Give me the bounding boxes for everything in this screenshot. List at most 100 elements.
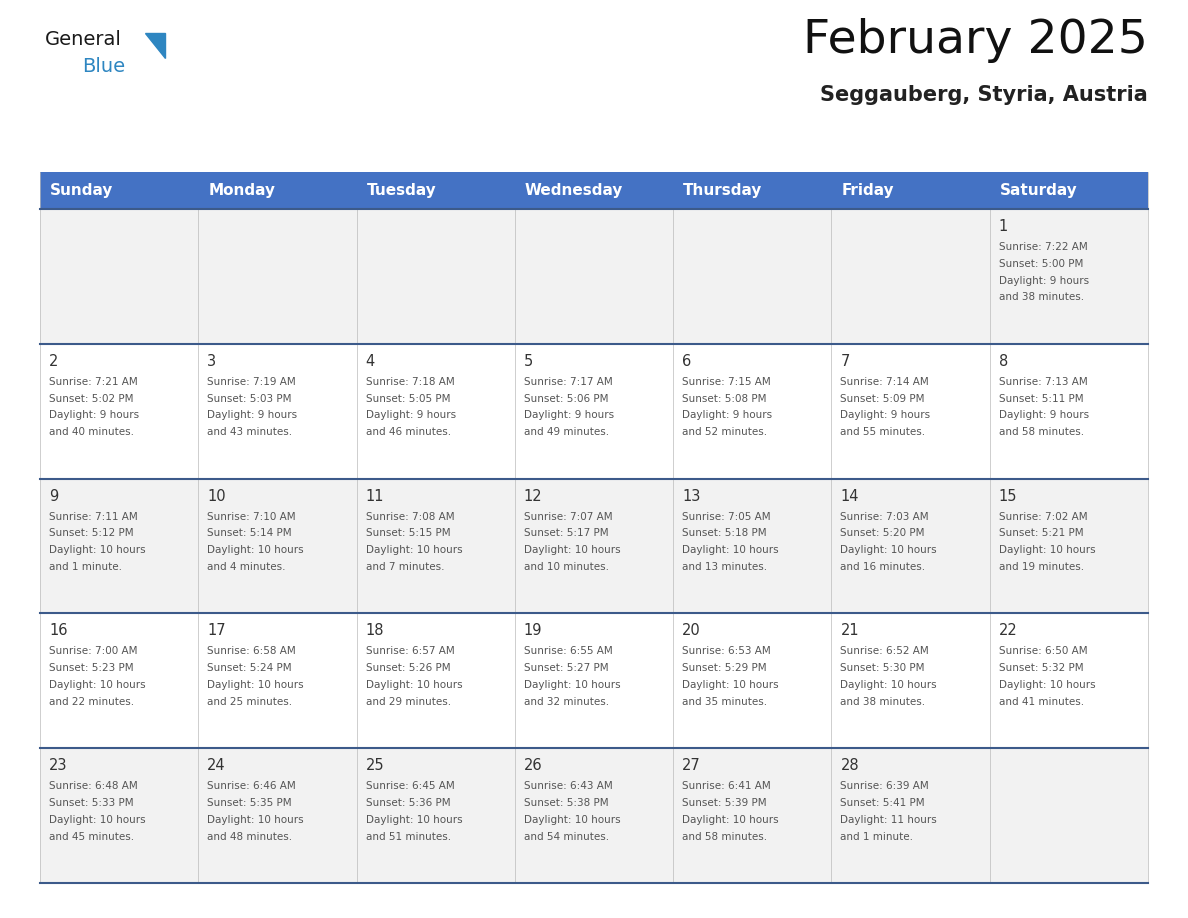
Text: Sunrise: 6:50 AM: Sunrise: 6:50 AM [999,646,1087,656]
Text: Sunday: Sunday [50,183,113,198]
Polygon shape [145,33,165,58]
Text: Sunrise: 7:02 AM: Sunrise: 7:02 AM [999,511,1087,521]
Text: Sunrise: 7:19 AM: Sunrise: 7:19 AM [207,376,296,386]
Text: Sunrise: 6:53 AM: Sunrise: 6:53 AM [682,646,771,656]
Text: Sunset: 5:20 PM: Sunset: 5:20 PM [840,529,925,538]
Text: Daylight: 10 hours: Daylight: 10 hours [366,815,462,824]
Text: Sunrise: 6:41 AM: Sunrise: 6:41 AM [682,781,771,791]
Text: 14: 14 [840,488,859,504]
Text: and 13 minutes.: and 13 minutes. [682,562,767,572]
Text: Daylight: 9 hours: Daylight: 9 hours [207,410,297,420]
Text: 18: 18 [366,623,384,638]
Text: Daylight: 10 hours: Daylight: 10 hours [840,545,937,555]
Text: Sunrise: 7:17 AM: Sunrise: 7:17 AM [524,376,613,386]
Text: Daylight: 11 hours: Daylight: 11 hours [840,815,937,824]
Text: Sunset: 5:26 PM: Sunset: 5:26 PM [366,663,450,673]
Text: Wednesday: Wednesday [525,183,624,198]
Text: Sunrise: 7:15 AM: Sunrise: 7:15 AM [682,376,771,386]
Text: 22: 22 [999,623,1017,638]
Text: Thursday: Thursday [683,183,763,198]
Text: Sunrise: 6:43 AM: Sunrise: 6:43 AM [524,781,613,791]
Bar [40,748,1148,883]
Text: Daylight: 10 hours: Daylight: 10 hours [840,680,937,690]
Text: 8: 8 [999,353,1007,369]
Text: and 45 minutes.: and 45 minutes. [49,832,134,842]
Text: Daylight: 9 hours: Daylight: 9 hours [840,410,930,420]
Text: and 25 minutes.: and 25 minutes. [207,697,292,707]
Text: Sunset: 5:08 PM: Sunset: 5:08 PM [682,394,766,404]
Text: Sunset: 5:23 PM: Sunset: 5:23 PM [49,663,133,673]
Text: Sunrise: 6:45 AM: Sunrise: 6:45 AM [366,781,454,791]
Text: Daylight: 10 hours: Daylight: 10 hours [49,680,146,690]
Text: 23: 23 [49,758,68,773]
Text: and 43 minutes.: and 43 minutes. [207,427,292,437]
Text: Daylight: 10 hours: Daylight: 10 hours [682,680,779,690]
Text: Sunrise: 7:18 AM: Sunrise: 7:18 AM [366,376,454,386]
Bar [40,613,1148,748]
Text: Sunrise: 6:58 AM: Sunrise: 6:58 AM [207,646,296,656]
Text: and 19 minutes.: and 19 minutes. [999,562,1083,572]
Text: and 1 minute.: and 1 minute. [840,832,914,842]
Text: Daylight: 10 hours: Daylight: 10 hours [49,815,146,824]
Text: Sunset: 5:17 PM: Sunset: 5:17 PM [524,529,608,538]
Text: and 38 minutes.: and 38 minutes. [999,293,1083,302]
Text: and 1 minute.: and 1 minute. [49,562,122,572]
Text: Sunset: 5:21 PM: Sunset: 5:21 PM [999,529,1083,538]
Bar [40,209,1148,344]
Text: Sunset: 5:14 PM: Sunset: 5:14 PM [207,529,292,538]
Text: 26: 26 [524,758,543,773]
Text: Tuesday: Tuesday [367,183,436,198]
Text: Sunset: 5:03 PM: Sunset: 5:03 PM [207,394,292,404]
Text: Sunrise: 7:22 AM: Sunrise: 7:22 AM [999,242,1087,252]
Text: 7: 7 [840,353,849,369]
Text: Monday: Monday [208,183,276,198]
Text: Daylight: 10 hours: Daylight: 10 hours [207,815,304,824]
Text: Daylight: 10 hours: Daylight: 10 hours [999,680,1095,690]
Text: Sunset: 5:33 PM: Sunset: 5:33 PM [49,798,133,808]
Text: Sunrise: 7:07 AM: Sunrise: 7:07 AM [524,511,613,521]
Text: Sunrise: 7:21 AM: Sunrise: 7:21 AM [49,376,138,386]
Text: Daylight: 10 hours: Daylight: 10 hours [49,545,146,555]
Text: Sunset: 5:36 PM: Sunset: 5:36 PM [366,798,450,808]
Text: Daylight: 9 hours: Daylight: 9 hours [49,410,139,420]
Text: Daylight: 10 hours: Daylight: 10 hours [682,545,779,555]
Text: 11: 11 [366,488,384,504]
Text: Sunset: 5:00 PM: Sunset: 5:00 PM [999,259,1083,269]
Text: Sunrise: 6:52 AM: Sunrise: 6:52 AM [840,646,929,656]
Text: 13: 13 [682,488,701,504]
Bar [40,478,1148,613]
Text: Sunset: 5:29 PM: Sunset: 5:29 PM [682,663,766,673]
Text: and 46 minutes.: and 46 minutes. [366,427,450,437]
Text: 27: 27 [682,758,701,773]
Text: Daylight: 9 hours: Daylight: 9 hours [999,410,1089,420]
Text: and 35 minutes.: and 35 minutes. [682,697,767,707]
Text: Daylight: 9 hours: Daylight: 9 hours [682,410,772,420]
Text: 19: 19 [524,623,543,638]
Text: 28: 28 [840,758,859,773]
Text: 9: 9 [49,488,58,504]
Text: and 10 minutes.: and 10 minutes. [524,562,609,572]
Text: 16: 16 [49,623,68,638]
Text: and 51 minutes.: and 51 minutes. [366,832,450,842]
Text: Blue: Blue [82,57,125,76]
Text: 20: 20 [682,623,701,638]
Text: 4: 4 [366,353,375,369]
Text: Daylight: 10 hours: Daylight: 10 hours [524,680,620,690]
Text: Daylight: 10 hours: Daylight: 10 hours [999,545,1095,555]
Text: and 58 minutes.: and 58 minutes. [999,427,1083,437]
Text: and 52 minutes.: and 52 minutes. [682,427,767,437]
Text: and 22 minutes.: and 22 minutes. [49,697,134,707]
Text: and 16 minutes.: and 16 minutes. [840,562,925,572]
Text: Sunset: 5:09 PM: Sunset: 5:09 PM [840,394,925,404]
Text: 17: 17 [207,623,226,638]
Text: February 2025: February 2025 [803,18,1148,63]
Text: Sunset: 5:24 PM: Sunset: 5:24 PM [207,663,292,673]
Text: 25: 25 [366,758,384,773]
Text: 15: 15 [999,488,1017,504]
Text: Sunrise: 6:46 AM: Sunrise: 6:46 AM [207,781,296,791]
Text: Sunrise: 7:14 AM: Sunrise: 7:14 AM [840,376,929,386]
Text: Sunrise: 7:08 AM: Sunrise: 7:08 AM [366,511,454,521]
Text: Seggauberg, Styria, Austria: Seggauberg, Styria, Austria [820,85,1148,105]
Text: 5: 5 [524,353,533,369]
Text: and 49 minutes.: and 49 minutes. [524,427,609,437]
